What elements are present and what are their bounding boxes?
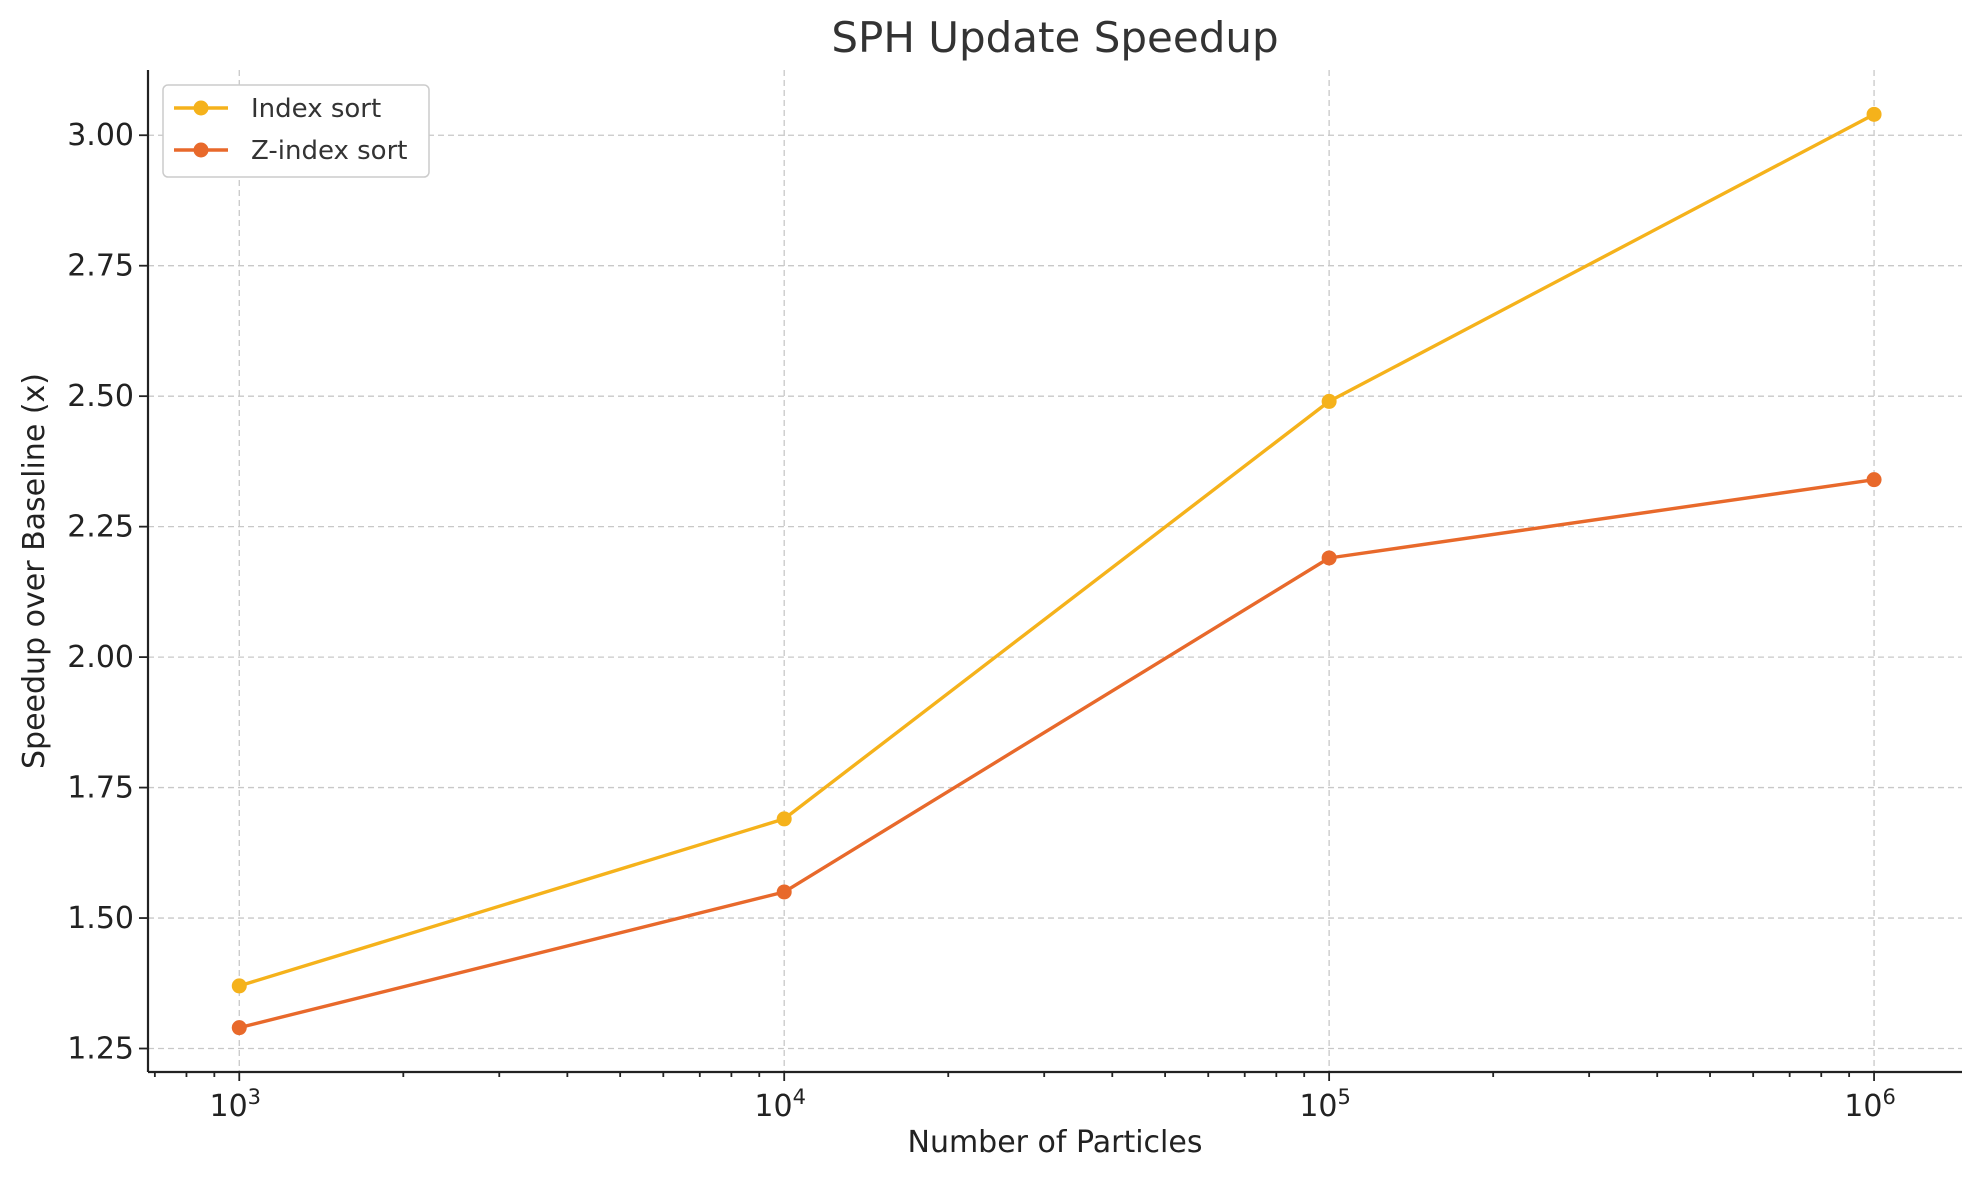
data-point <box>1866 472 1882 488</box>
grid <box>148 70 1962 1072</box>
legend-label: Index sort <box>251 94 381 124</box>
legend-marker <box>193 142 209 158</box>
chart-title: SPH Update Speedup <box>831 13 1278 62</box>
data-point <box>231 1020 247 1036</box>
y-tick-label: 1.75 <box>67 771 134 806</box>
x-tick-label: 103 <box>209 1085 261 1124</box>
data-point <box>231 978 247 994</box>
x-tick-label: 106 <box>1844 1085 1896 1124</box>
x-tick-label: 104 <box>754 1085 806 1124</box>
series-line-2 <box>238 478 1875 1030</box>
y-tick-label: 2.25 <box>67 510 134 545</box>
data-point <box>776 884 792 900</box>
ticks: 1.25 1.50 1.75 2.00 2.25 2.50 2.75 3.00 103 104 10… <box>67 118 1896 1124</box>
y-tick-label: 2.50 <box>67 379 134 414</box>
series-line-1 <box>238 112 1875 988</box>
y-tick-label: 3.00 <box>67 118 134 153</box>
data-point <box>1321 393 1337 409</box>
data-point <box>1321 550 1337 566</box>
x-axis-label: Number of Particles <box>908 1125 1203 1160</box>
legend-marker <box>193 100 209 116</box>
y-tick-label: 1.50 <box>67 901 134 936</box>
x-tick-label: 105 <box>1299 1085 1351 1124</box>
legend-label: Z-index sort <box>251 136 407 166</box>
data-point <box>776 811 792 827</box>
y-tick-label: 1.25 <box>67 1032 134 1067</box>
y-tick-label: 2.75 <box>67 249 134 284</box>
legend: Index sort Z-index sort <box>162 84 430 178</box>
axes <box>146 70 1962 1074</box>
legend-frame <box>162 84 430 178</box>
plot-area <box>231 106 1882 1036</box>
y-tick-label: 2.00 <box>67 640 134 675</box>
y-axis-label: Speedup over Baseline (x) <box>17 373 52 769</box>
data-point <box>1866 106 1882 122</box>
